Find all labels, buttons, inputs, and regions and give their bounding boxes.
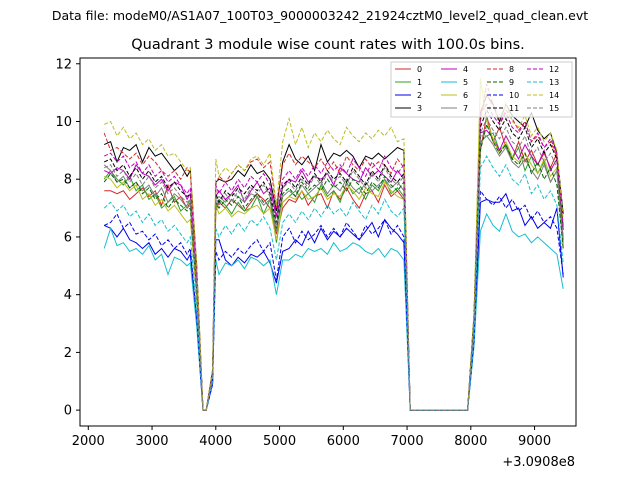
x-tick-label: 4000 xyxy=(199,434,232,449)
legend-label-0: 0 xyxy=(417,65,422,74)
series-line-10 xyxy=(103,189,564,411)
y-tick-label: 6 xyxy=(64,230,72,245)
legend-label-7: 7 xyxy=(463,104,468,113)
plot-lines xyxy=(103,78,564,411)
legend-label-2: 2 xyxy=(417,91,422,100)
legend-label-1: 1 xyxy=(417,78,422,87)
legend-label-5: 5 xyxy=(463,78,468,87)
series-line-2 xyxy=(103,192,564,411)
series-line-5 xyxy=(103,212,564,411)
x-tick-label: 7000 xyxy=(391,434,424,449)
legend-label-13: 13 xyxy=(549,78,559,87)
y-tick-label: 2 xyxy=(64,346,72,361)
series-line-0 xyxy=(104,115,564,411)
series-line-1 xyxy=(103,132,564,411)
suptitle: Data file: modeM0/AS1A07_100T03_90000032… xyxy=(52,8,588,23)
y-tick-label: 8 xyxy=(64,173,72,188)
series-line-13 xyxy=(103,155,564,411)
plot-frame xyxy=(79,57,577,427)
x-tick-label: 5000 xyxy=(263,434,296,449)
legend-label-15: 15 xyxy=(549,104,559,113)
legend-label-3: 3 xyxy=(417,104,422,113)
x-offset-label: +3.0908e8 xyxy=(502,455,575,470)
series-line-9 xyxy=(103,122,564,411)
y-tick-label: 12 xyxy=(55,57,72,72)
series-line-11 xyxy=(103,108,564,411)
x-tick-label: 2000 xyxy=(72,434,105,449)
axis-ticks: 2000 3000 4000 5000 6000 7000 8000 900002468101… xyxy=(55,57,551,449)
y-tick-label: 4 xyxy=(64,288,72,303)
y-tick-label: 0 xyxy=(64,404,72,419)
legend-label-6: 6 xyxy=(463,91,468,100)
legend-label-9: 9 xyxy=(509,78,514,87)
legend-label-8: 8 xyxy=(509,65,514,74)
legend-label-11: 11 xyxy=(509,104,519,113)
x-tick-label: 8000 xyxy=(454,434,487,449)
legend-label-12: 12 xyxy=(549,65,559,74)
x-tick-label: 9000 xyxy=(518,434,551,449)
series-line-15 xyxy=(103,117,564,411)
legend-label-4: 4 xyxy=(463,65,468,74)
y-tick-label: 10 xyxy=(55,115,72,130)
x-tick-label: 3000 xyxy=(135,434,168,449)
legend-label-14: 14 xyxy=(549,91,559,100)
x-tick-label: 6000 xyxy=(327,434,360,449)
series-line-7 xyxy=(103,135,564,411)
legend-label-10: 10 xyxy=(509,91,519,100)
chart-title: Quadrant 3 module wise count rates with … xyxy=(131,37,525,53)
